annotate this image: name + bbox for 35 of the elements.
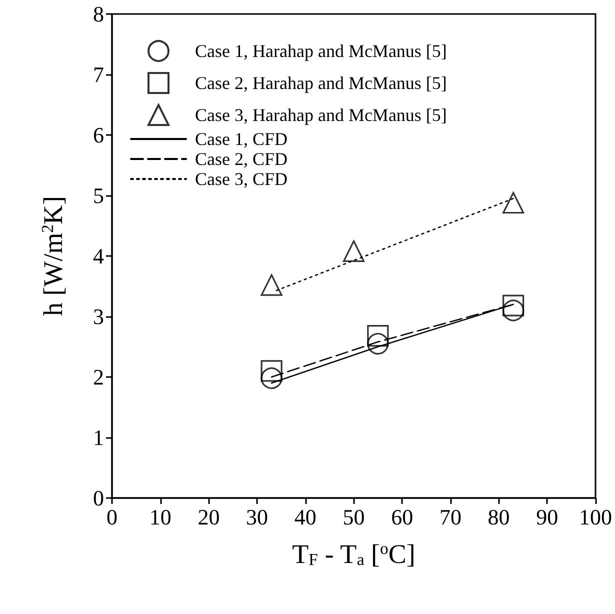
y-tick-label: 0 bbox=[93, 486, 104, 510]
point bbox=[260, 367, 282, 390]
legend-label: Case 2, Harahap and McManus [5] bbox=[195, 73, 447, 93]
y-tick-label: 3 bbox=[93, 304, 104, 329]
x-tick-label: 40 bbox=[294, 504, 316, 530]
legend-label: Case 3, Harahap and McManus [5] bbox=[195, 105, 447, 125]
x-tick-label: 80 bbox=[488, 504, 510, 530]
x-tick-label: 10 bbox=[149, 504, 172, 530]
point bbox=[502, 192, 524, 214]
legend-label: Case 1, Harahap and McManus [5] bbox=[195, 41, 447, 61]
y-tick-label: 4 bbox=[93, 244, 104, 268]
y-tick-label: 2 bbox=[93, 364, 104, 390]
point bbox=[342, 240, 365, 262]
y-tick-label: 5 bbox=[93, 183, 104, 208]
point bbox=[502, 294, 524, 316]
y-axis-title: h [W/m2K] bbox=[38, 196, 68, 316]
point bbox=[367, 325, 389, 347]
y-tick-label: 8 bbox=[93, 2, 104, 26]
x-tick-label: 100 bbox=[579, 504, 612, 530]
y-tick-label: 7 bbox=[93, 62, 104, 87]
y-tick-label: 6 bbox=[93, 122, 104, 148]
point bbox=[260, 360, 282, 382]
point bbox=[502, 300, 524, 322]
legend-label: Case 1, CFD bbox=[195, 129, 288, 149]
legend-label: Case 3, CFD bbox=[195, 169, 288, 189]
point bbox=[367, 332, 389, 355]
x-tick-label: 60 bbox=[391, 504, 414, 530]
x-tick-label: 20 bbox=[198, 504, 220, 530]
x-tick-label: 90 bbox=[536, 504, 558, 530]
x-tick-label: 30 bbox=[246, 504, 268, 530]
legend-label: Case 2, CFD bbox=[195, 149, 288, 169]
x-tick-label: 50 bbox=[342, 504, 365, 530]
y-tick-label: 1 bbox=[93, 425, 104, 450]
x-tick-label: 70 bbox=[439, 504, 462, 530]
point bbox=[260, 274, 282, 296]
